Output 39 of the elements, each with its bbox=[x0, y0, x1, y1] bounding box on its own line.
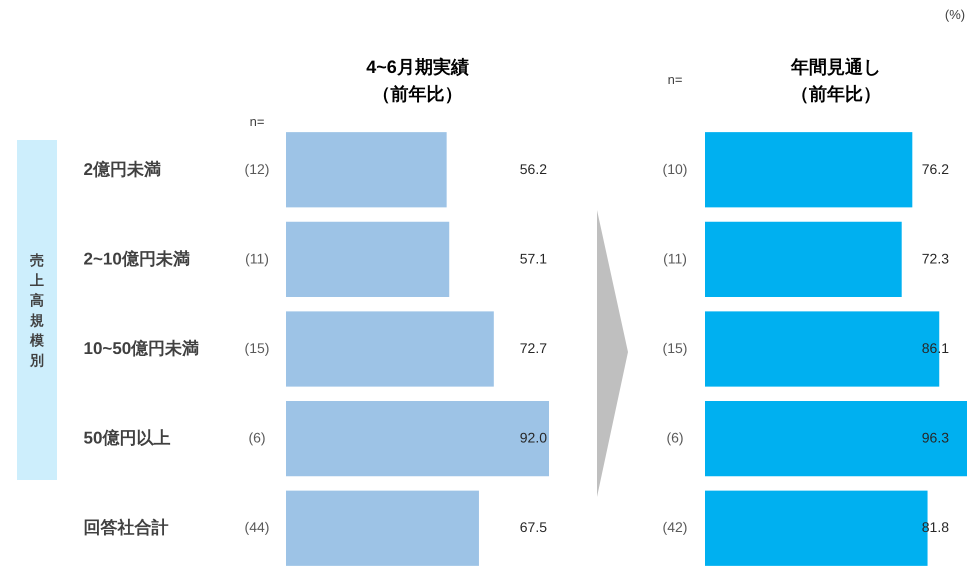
text: n= bbox=[668, 72, 682, 87]
bar bbox=[286, 490, 479, 566]
data-label: 56.2 bbox=[520, 160, 548, 177]
y-tick-label: 回答社合計 bbox=[84, 518, 168, 538]
data-label: 72.3 bbox=[922, 250, 950, 266]
text: (44) bbox=[244, 519, 270, 536]
text: (15) bbox=[662, 340, 688, 356]
bar bbox=[705, 132, 912, 208]
text: (11) bbox=[663, 250, 687, 266]
chart-title: 年間見通し bbox=[790, 57, 881, 77]
text: (15) bbox=[244, 340, 270, 356]
text: (11) bbox=[245, 250, 269, 266]
data-label: 76.2 bbox=[922, 160, 950, 177]
data-label: 96.3 bbox=[922, 430, 950, 446]
data-label: 72.7 bbox=[520, 340, 548, 356]
text: (42) bbox=[662, 519, 688, 536]
chart-subtitle: （前年比） bbox=[372, 84, 462, 104]
text: (6) bbox=[666, 430, 684, 446]
y-axis-title: 売上高規模別 bbox=[30, 251, 44, 370]
text: (%) bbox=[944, 7, 966, 22]
data-label: 67.5 bbox=[520, 519, 548, 536]
data-label: 57.1 bbox=[520, 250, 548, 266]
bar bbox=[286, 222, 450, 298]
chart-subtitle: （前年比） bbox=[791, 84, 881, 104]
bar bbox=[286, 132, 447, 208]
text: (10) bbox=[662, 160, 688, 177]
y-tick-label: 2億円未満 bbox=[84, 160, 161, 179]
data-label: 92.0 bbox=[520, 430, 548, 446]
y-tick-label: 10~50億円未満 bbox=[84, 339, 200, 358]
bar bbox=[705, 222, 902, 298]
bar bbox=[286, 400, 549, 476]
chart-title: 4~6月期実績 bbox=[366, 57, 469, 77]
bar bbox=[286, 311, 494, 387]
y-tick-label: 50億円以上 bbox=[84, 428, 170, 448]
y-tick-label: 2~10億円未満 bbox=[84, 249, 190, 268]
text: (6) bbox=[248, 430, 266, 446]
bar bbox=[705, 400, 967, 476]
text: n= bbox=[250, 114, 264, 129]
text: (12) bbox=[244, 160, 270, 177]
